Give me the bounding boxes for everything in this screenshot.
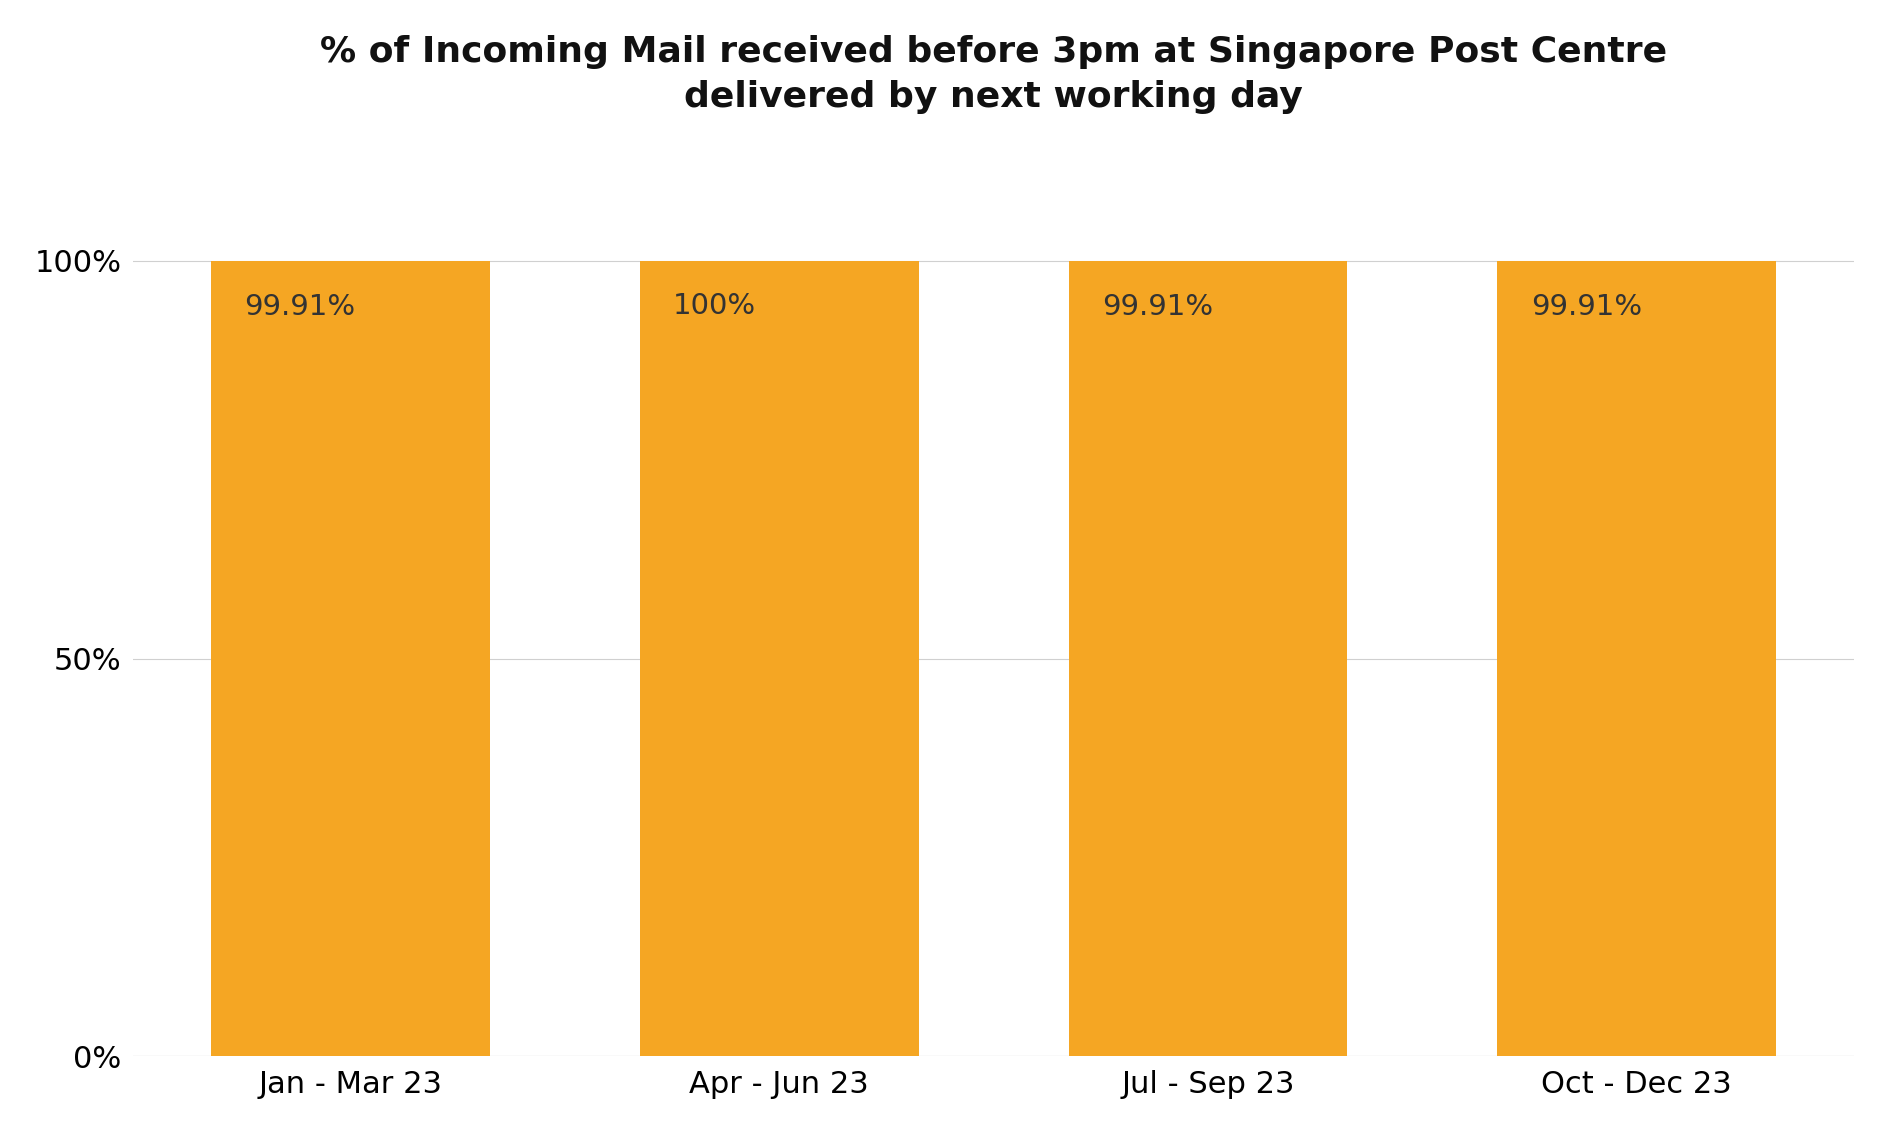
Text: 99.91%: 99.91% — [244, 294, 355, 321]
Text: 99.91%: 99.91% — [1101, 294, 1213, 321]
Bar — [1498, 261, 1776, 1057]
Title: % of Incoming Mail received before 3pm at Singapore Post Centre
delivered by nex: % of Incoming Mail received before 3pm a… — [319, 35, 1668, 113]
Bar — [640, 261, 918, 1057]
Bar — [1069, 261, 1347, 1057]
Text: 99.91%: 99.91% — [1530, 294, 1642, 321]
Text: 100%: 100% — [672, 293, 756, 321]
Bar — [212, 261, 489, 1057]
